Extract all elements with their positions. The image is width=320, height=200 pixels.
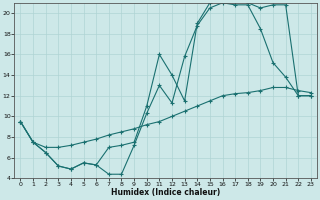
X-axis label: Humidex (Indice chaleur): Humidex (Indice chaleur) — [111, 188, 220, 197]
